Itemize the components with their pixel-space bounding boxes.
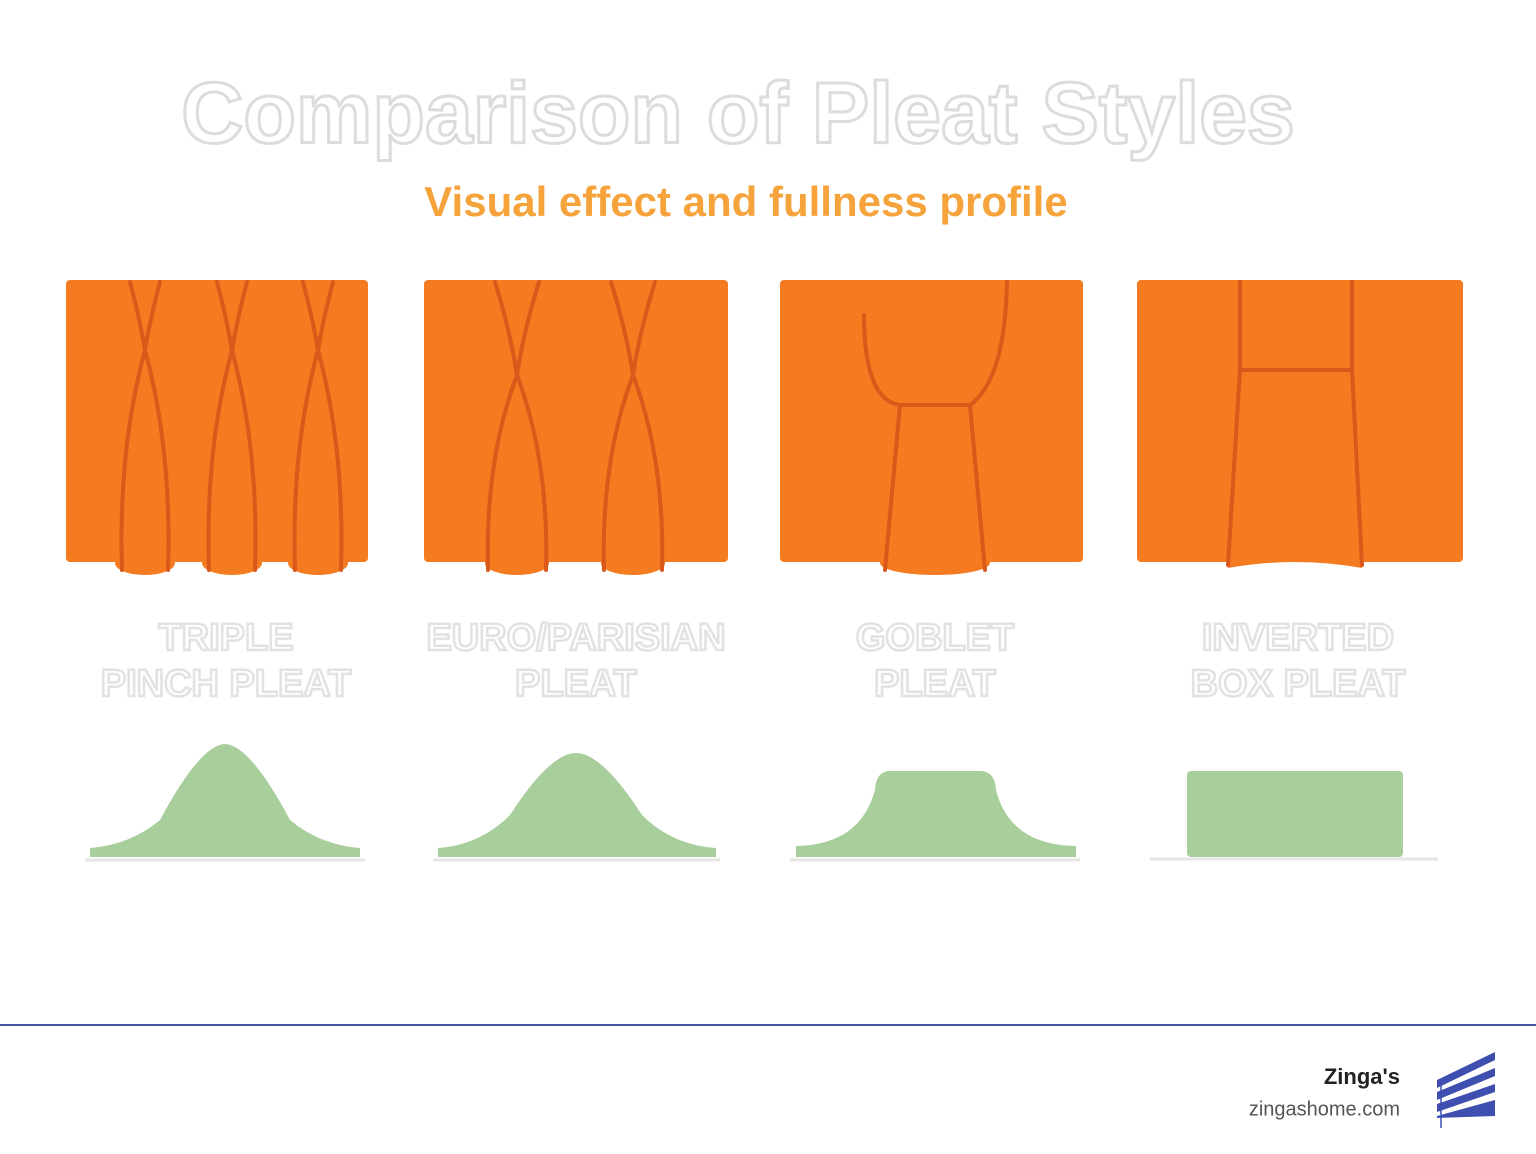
logo-slat [1437,1068,1495,1100]
pleat-label: PLEAT [515,663,637,705]
scallop [288,551,348,575]
profile [1187,771,1403,857]
title: Comparison of Pleat Styles [181,66,1295,162]
scallop [485,551,549,575]
logo-slat [1437,1100,1495,1118]
url: zingashome.com [1249,1098,1400,1120]
pleat-label: PINCH PLEAT [101,663,352,705]
pleat-lines [119,280,344,572]
logo [1437,1052,1495,1128]
pleat-lines [862,280,1009,572]
logo-slat [1437,1084,1495,1112]
scallop [880,551,990,575]
hem [1228,562,1362,568]
logo-slat [1437,1052,1495,1088]
profile [796,771,1076,857]
pleat-label: INVERTED [1202,617,1394,659]
scallop [202,551,262,575]
scallop [601,551,665,575]
profile [90,744,360,857]
pleat-label: GOBLET [856,617,1014,659]
curtain [780,280,1083,562]
curtain [1137,280,1463,562]
pleat-lines [1226,280,1364,567]
pleat-lines [485,280,665,572]
pleat-label: EURO/PARISIAN [426,617,725,659]
scallop [115,551,175,575]
pleat-label: TRIPLE [158,617,293,659]
pleat-label: BOX PLEAT [1191,663,1406,705]
profile [438,753,716,857]
brand: Zinga's [1324,1064,1400,1089]
subtitle: Visual effect and fullness profile [424,178,1067,225]
curtain [424,280,728,562]
pleat-label: PLEAT [874,663,996,705]
